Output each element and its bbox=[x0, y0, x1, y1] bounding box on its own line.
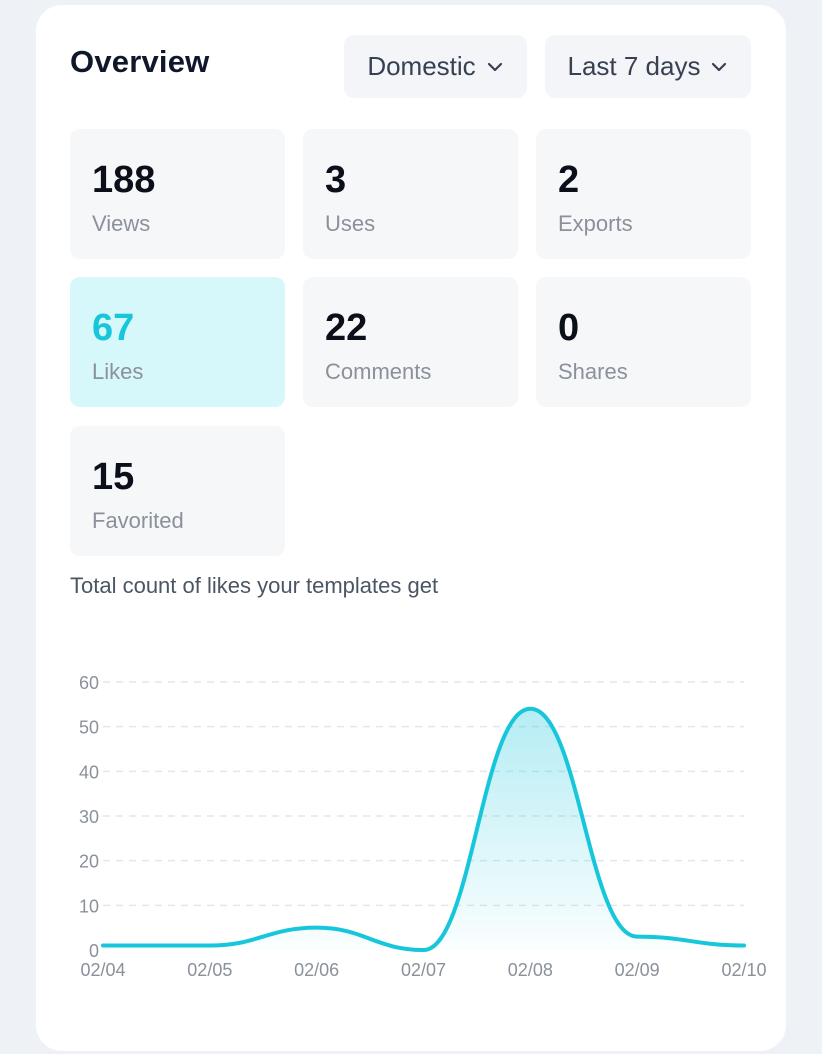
likes-data-point bbox=[207, 943, 213, 949]
likes-data-point bbox=[421, 947, 427, 953]
stat-label: Exports bbox=[558, 211, 633, 236]
stat-value: 2 bbox=[558, 159, 580, 201]
x-tick-label: 02/06 bbox=[294, 960, 339, 980]
x-tick-label: 02/07 bbox=[401, 960, 446, 980]
date-range-dropdown[interactable]: Last 7 days bbox=[545, 35, 751, 98]
page-title: Overview bbox=[70, 44, 210, 79]
likes-area-fill bbox=[103, 708, 744, 950]
stat-value: 15 bbox=[92, 456, 135, 498]
y-tick-label: 10 bbox=[79, 896, 99, 916]
y-tick-label: 0 bbox=[89, 941, 99, 961]
stat-label: Likes bbox=[92, 359, 144, 384]
x-tick-label: 02/08 bbox=[508, 960, 553, 980]
stat-label: Views bbox=[92, 211, 151, 236]
likes-data-point bbox=[634, 934, 640, 940]
y-tick-label: 60 bbox=[79, 673, 99, 693]
y-tick-label: 40 bbox=[79, 762, 99, 782]
stat-value: 3 bbox=[325, 159, 347, 201]
chevron-down-icon bbox=[487, 62, 502, 71]
region-dropdown-label: Domestic bbox=[367, 51, 476, 81]
likes-data-point bbox=[527, 706, 533, 712]
x-tick-label: 02/04 bbox=[80, 960, 125, 980]
stat-value: 67 bbox=[92, 307, 135, 349]
likes-series-line bbox=[101, 706, 746, 952]
stat-label: Uses bbox=[325, 211, 376, 236]
stat-card-comments[interactable]: 22 Comments bbox=[303, 277, 518, 407]
stat-card-shares[interactable]: 0 Shares bbox=[536, 277, 751, 407]
stat-label: Comments bbox=[325, 359, 432, 384]
likes-data-point bbox=[314, 925, 320, 931]
stat-card-views[interactable]: 188 Views bbox=[70, 129, 285, 259]
y-tick-label: 30 bbox=[79, 807, 99, 827]
likes-data-point bbox=[741, 943, 747, 949]
x-tick-label: 02/05 bbox=[187, 960, 232, 980]
stat-label: Favorited bbox=[92, 508, 184, 533]
stat-card-likes[interactable]: 67 Likes bbox=[70, 277, 285, 407]
y-tick-label: 20 bbox=[79, 852, 99, 872]
region-dropdown[interactable]: Domestic bbox=[344, 35, 527, 98]
chevron-down-icon bbox=[712, 62, 727, 71]
x-tick-label: 02/10 bbox=[721, 960, 766, 980]
stat-label: Shares bbox=[558, 359, 628, 384]
stat-card-favorited[interactable]: 15 Favorited bbox=[70, 426, 285, 556]
likes-data-point bbox=[100, 943, 106, 949]
chart-caption: Total count of likes your templates get bbox=[70, 573, 439, 598]
date-range-dropdown-label: Last 7 days bbox=[567, 51, 701, 81]
stat-value: 188 bbox=[92, 159, 156, 201]
stat-value: 22 bbox=[325, 307, 368, 349]
stat-card-uses[interactable]: 3 Uses bbox=[303, 129, 518, 259]
stat-value: 0 bbox=[558, 307, 580, 349]
y-tick-label: 50 bbox=[79, 718, 99, 738]
stat-card-exports[interactable]: 2 Exports bbox=[536, 129, 751, 259]
x-tick-label: 02/09 bbox=[615, 960, 660, 980]
